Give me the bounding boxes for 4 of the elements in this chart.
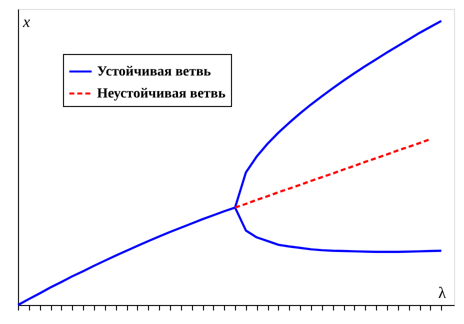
legend-label: Неустойчивая ветвь <box>97 86 226 102</box>
y-axis-title: x <box>22 14 30 31</box>
legend-label: Устойчивая ветвь <box>97 64 212 80</box>
x-axis-title: λ <box>438 285 446 302</box>
